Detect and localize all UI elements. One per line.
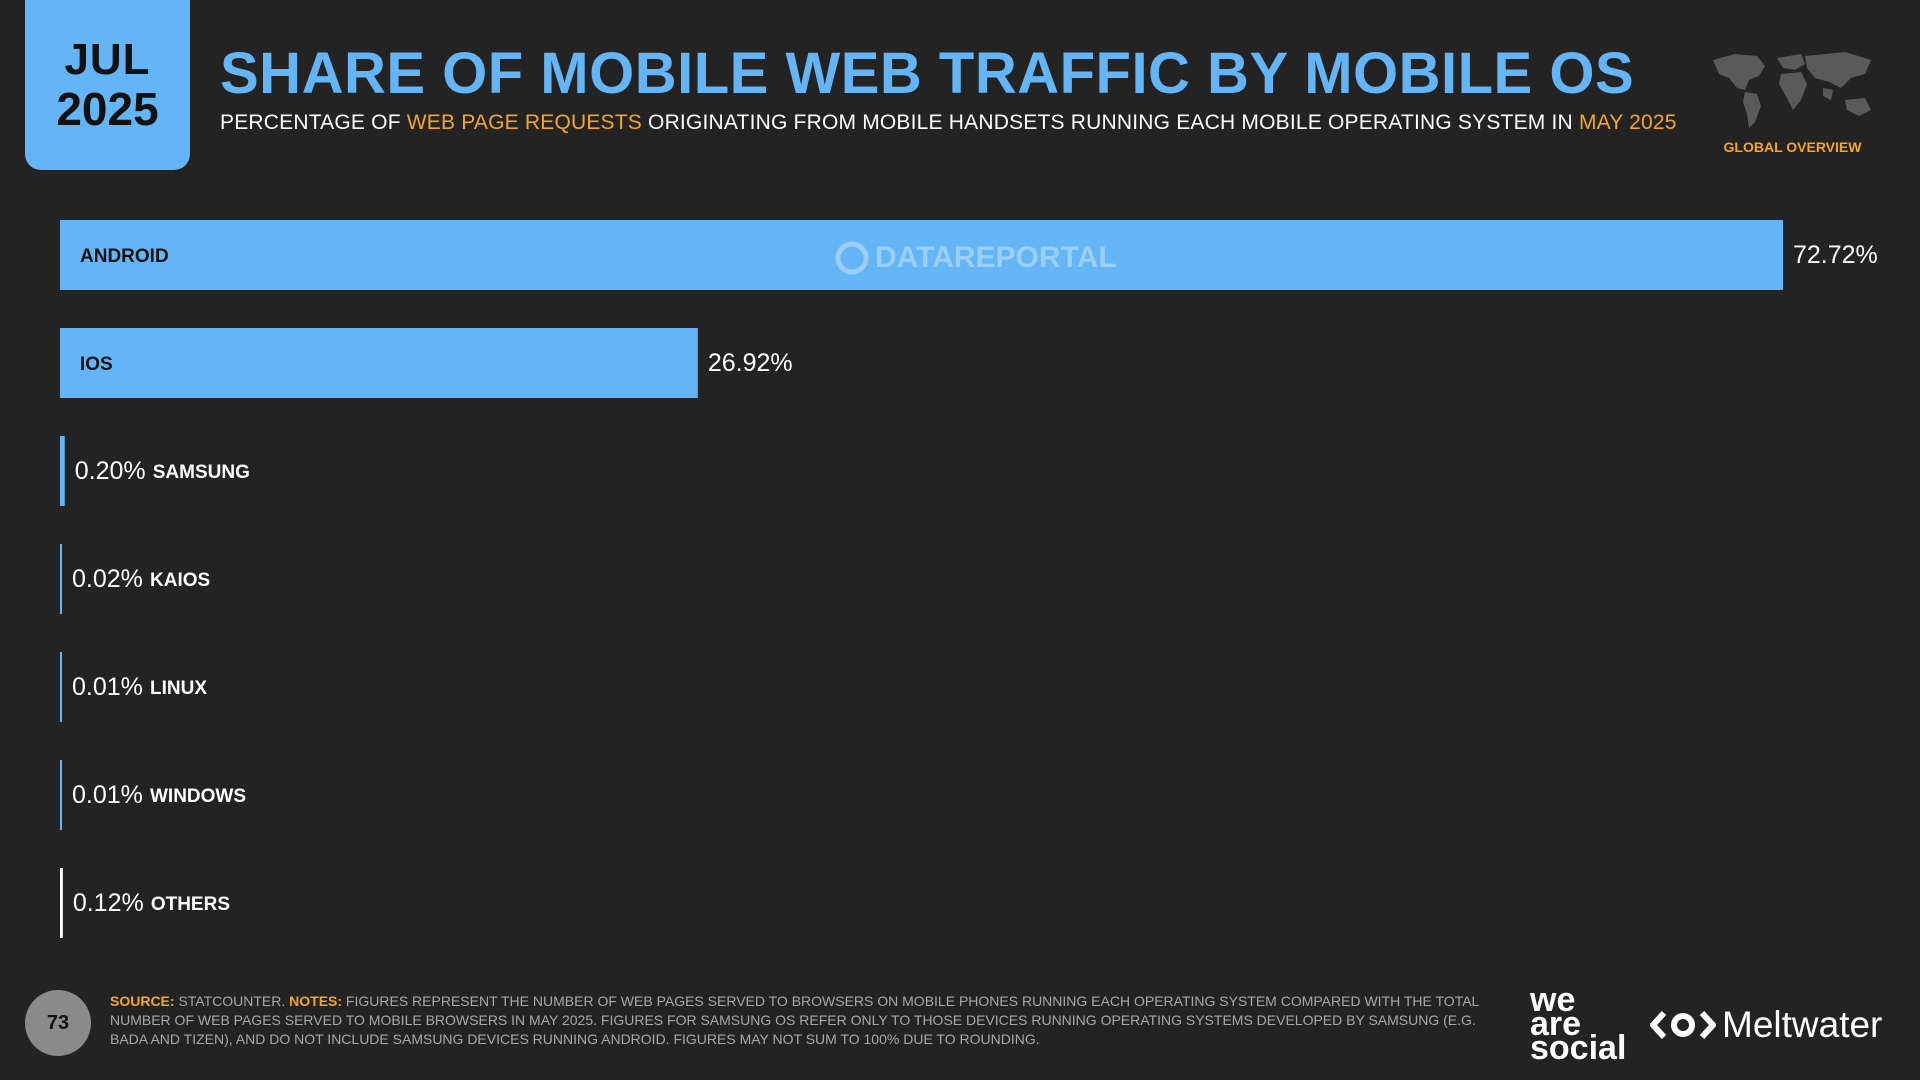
- notes-text: FIGURES REPRESENT THE NUMBER OF WEB PAGE…: [110, 993, 1479, 1047]
- world-map-icon: [1713, 52, 1871, 128]
- bar-ios: [60, 328, 698, 398]
- category-label-linux: LINUX: [150, 678, 207, 699]
- bar-android: [60, 220, 1783, 290]
- bar-chart: ANDROID 72.72% IOS 26.92% 0.20% SAMSUNG 0.02% K…: [60, 220, 1878, 938]
- logo-social: social: [1530, 1029, 1627, 1067]
- date-month: JUL: [64, 35, 151, 84]
- notes-label: NOTES:: [289, 993, 343, 1009]
- subtitle-highlight-2: MAY 2025: [1578, 111, 1677, 134]
- date-badge: JUL 2025: [25, 0, 190, 170]
- meltwater-text: Meltwater: [1722, 1004, 1883, 1045]
- value-label-kaios: 0.02%: [72, 565, 143, 593]
- date-year: 2025: [56, 83, 159, 135]
- value-label-others: 0.12%: [73, 889, 144, 917]
- bar-windows: [60, 760, 62, 830]
- page-title: SHARE OF MOBILE WEB TRAFFIC BY MOBILE OS: [220, 41, 1635, 106]
- category-label-android: ANDROID: [80, 246, 169, 267]
- source-label: SOURCE:: [110, 993, 175, 1009]
- bar-others: [60, 868, 63, 938]
- datareportal-watermark: DATAREPORTAL: [875, 241, 1117, 274]
- bar-kaios: [60, 544, 62, 614]
- value-label-linux: 0.01%: [72, 673, 143, 701]
- value-label-android: 72.72%: [1793, 241, 1878, 269]
- category-label-kaios: KAIOS: [150, 570, 210, 591]
- value-label-ios: 26.92%: [708, 349, 793, 377]
- category-label-others: OTHERS: [151, 894, 230, 915]
- value-label-samsung: 0.20%: [75, 457, 146, 485]
- logo-we: we: [1530, 981, 1576, 1019]
- source-text: STATCOUNTER.: [174, 993, 290, 1009]
- page-number: 73: [25, 990, 91, 1056]
- meltwater-mark-icon: [1650, 1010, 1716, 1040]
- subtitle-highlight-1: WEB PAGE REQUESTS: [406, 111, 642, 134]
- bar-samsung: [60, 436, 65, 506]
- meltwater-logo: Meltwater: [1650, 1004, 1882, 1046]
- region-label: GLOBAL OVERVIEW: [1723, 139, 1862, 155]
- category-label-windows: WINDOWS: [150, 786, 246, 807]
- page-subtitle: PERCENTAGE OF WEB PAGE REQUESTS ORIGINAT…: [220, 111, 1677, 135]
- we-are-social-logo: we are social: [1530, 981, 1627, 1067]
- bar-linux: [60, 652, 62, 722]
- category-label-samsung: SAMSUNG: [153, 462, 250, 483]
- category-label-ios: IOS: [80, 354, 113, 375]
- value-label-windows: 0.01%: [72, 781, 143, 809]
- datareportal-icon: [835, 241, 869, 275]
- subtitle-part-1: PERCENTAGE OF: [220, 111, 407, 134]
- logo-are: are: [1530, 1005, 1582, 1043]
- subtitle-part-2: ORIGINATING FROM MOBILE HANDSETS RUNNING…: [642, 111, 1579, 134]
- source-notes: SOURCE: STATCOUNTER. NOTES: FIGURES REPR…: [110, 992, 1500, 1049]
